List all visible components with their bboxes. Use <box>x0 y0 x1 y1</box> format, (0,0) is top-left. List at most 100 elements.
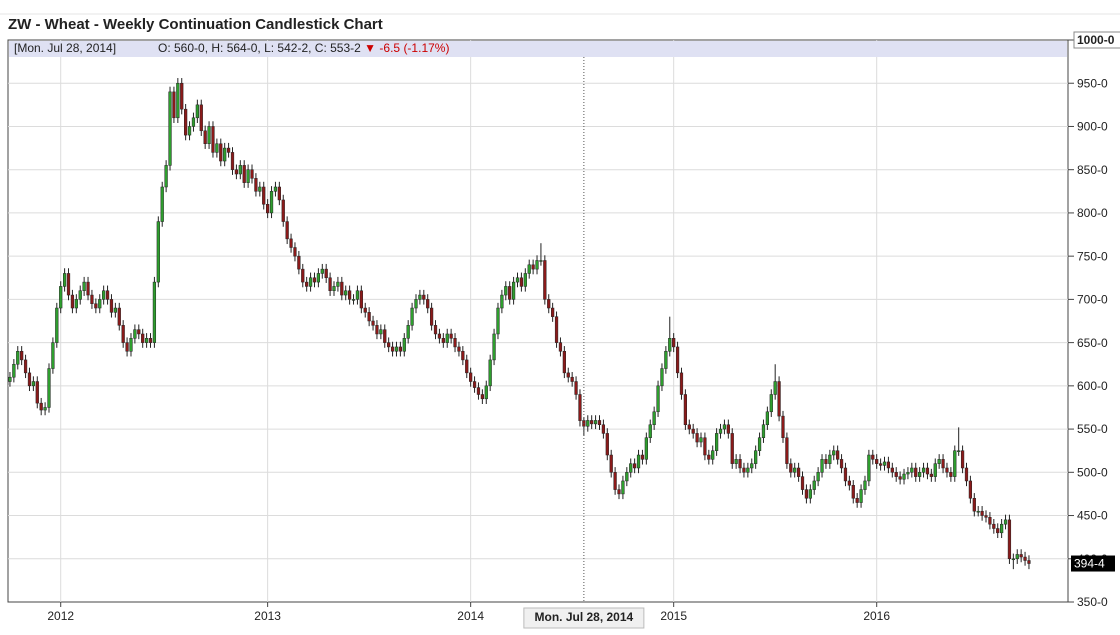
candle-body <box>98 299 102 309</box>
candle-body <box>1015 554 1019 560</box>
candle-body <box>297 255 301 270</box>
candle-body <box>82 281 86 291</box>
candle-body <box>59 286 63 309</box>
candle-body <box>363 307 367 313</box>
candle-body <box>141 333 145 343</box>
candle-body <box>613 472 617 490</box>
y-tick-label: 900-0 <box>1077 120 1108 134</box>
candle-body <box>340 281 344 296</box>
candle-body <box>176 82 180 119</box>
candle-body <box>211 126 215 153</box>
candle-body <box>980 510 984 516</box>
candles <box>8 78 1031 570</box>
candle-body <box>367 312 371 322</box>
hover-change: -6.5 <box>379 41 400 55</box>
candle-body <box>789 463 793 473</box>
candle-body <box>102 290 106 300</box>
candle-body <box>683 394 688 426</box>
candle-body <box>242 165 246 183</box>
candle-body <box>718 428 723 434</box>
candle-body <box>597 420 602 426</box>
candle-body <box>687 424 691 430</box>
candle-body <box>554 316 559 343</box>
candle-body <box>668 338 672 352</box>
candle-body <box>629 463 633 473</box>
candle-body <box>332 286 336 291</box>
candle-body <box>238 165 242 175</box>
candle-body <box>543 260 547 300</box>
candle-body <box>511 281 516 300</box>
down-arrow: ▼ <box>364 41 376 55</box>
candle-body <box>839 459 844 469</box>
candle-body <box>418 294 422 300</box>
y-tick-label: 500-0 <box>1077 465 1108 479</box>
candle-body <box>664 351 668 369</box>
candle-body <box>137 329 141 335</box>
candle-body <box>925 467 930 475</box>
candle-body <box>336 281 340 287</box>
candle-body <box>285 221 289 240</box>
candle-body <box>504 286 508 296</box>
candle-body <box>226 147 231 153</box>
candle-body <box>164 165 168 188</box>
candle-body <box>793 467 797 473</box>
candle-body <box>781 415 785 438</box>
candle-body <box>86 281 90 296</box>
candle-body <box>12 363 16 378</box>
candle-body <box>644 437 648 460</box>
candle-body <box>914 467 918 477</box>
y-tick-box <box>1073 31 1120 49</box>
candle-body <box>547 299 551 309</box>
y-tick-label: 650-0 <box>1077 336 1108 350</box>
candle-body <box>172 91 176 119</box>
candle-body <box>804 489 809 499</box>
candle-body <box>765 411 769 426</box>
candle-body <box>937 459 941 464</box>
candle-body <box>414 299 418 309</box>
candle-body <box>523 273 527 287</box>
candle-body <box>578 394 582 421</box>
candle-body <box>796 467 801 477</box>
candle-body <box>305 281 309 287</box>
candle-body <box>410 307 414 326</box>
candle-body <box>1023 556 1027 561</box>
candle-body <box>621 480 625 495</box>
candle-body <box>348 290 352 300</box>
candle-body <box>316 273 321 283</box>
candle-body <box>695 433 699 443</box>
candle-body <box>601 424 606 434</box>
candle-body <box>847 480 851 486</box>
y-tick-label: 700-0 <box>1077 293 1108 307</box>
candle-body <box>117 307 121 326</box>
candle-body <box>1003 519 1008 525</box>
candle-body <box>960 450 965 469</box>
candle-body <box>902 473 906 480</box>
candle-body <box>129 338 133 352</box>
candle-body <box>722 424 727 430</box>
candle-body <box>31 381 35 387</box>
candle-body <box>761 424 766 438</box>
candle-body <box>258 186 262 192</box>
candle-body <box>551 307 555 317</box>
candle-body <box>441 338 445 343</box>
candle-body <box>656 385 660 413</box>
candle-body <box>890 467 894 473</box>
candle-body <box>94 303 98 309</box>
candle-body <box>223 147 227 162</box>
candle-body <box>320 268 324 274</box>
candle-body <box>121 325 125 343</box>
candle-body <box>586 420 590 427</box>
candle-body <box>984 515 988 518</box>
candle-body <box>387 342 391 348</box>
candle-body <box>996 528 1000 534</box>
candle-body <box>390 346 395 352</box>
y-tick-label: 950-0 <box>1077 76 1108 90</box>
candle-body <box>113 307 117 313</box>
last-price-box <box>1071 555 1115 572</box>
candle-body <box>773 381 777 395</box>
candle-body <box>230 152 235 170</box>
candle-body <box>160 186 164 222</box>
candle-body <box>988 517 992 525</box>
candle-body <box>820 459 824 473</box>
